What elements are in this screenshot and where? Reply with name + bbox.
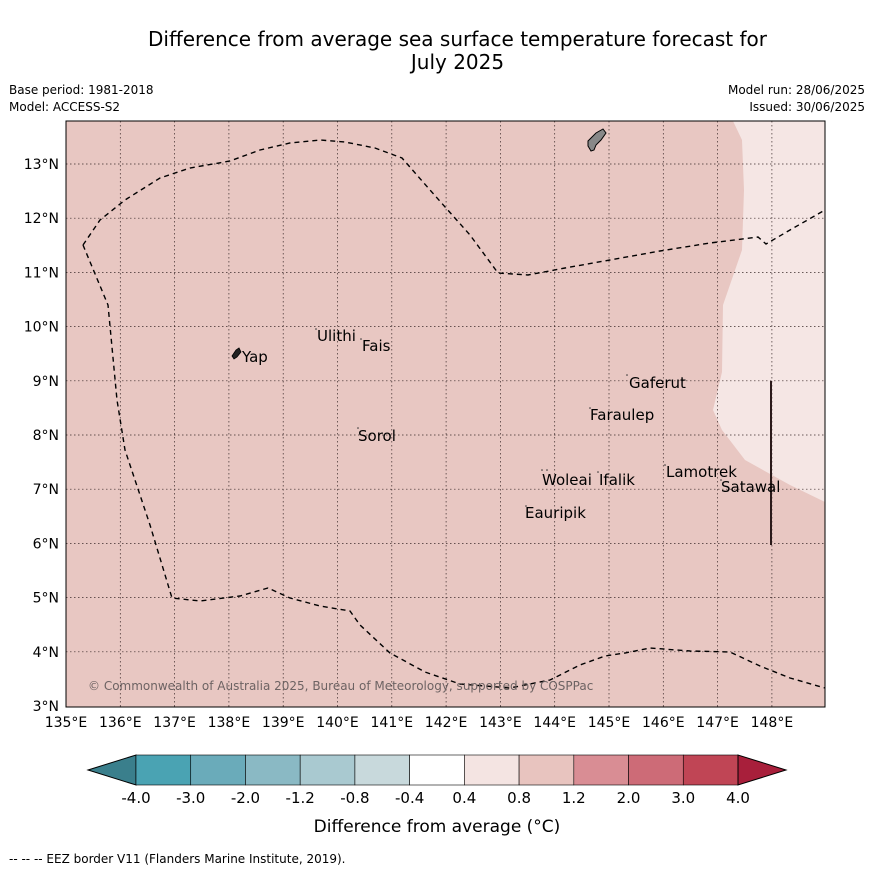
island-dot [664,464,666,466]
guam-island [587,128,607,152]
lat-tick-label: 9°N [33,374,59,390]
place-label-sorol: Sorol [358,427,396,445]
latitude-tick-labels: 3°N 4°N 5°N 6°N 7°N 8°N 9°N 10°N 11°N 12°N 13°N [24,157,59,715]
colorbar: -4.0 -3.0 -2.0 -1.2 -0.8 -0.4 0.4 0.8 1.2 2.0 3.0 4… [86,754,788,807]
eez-footnote: -- -- -- EEZ border V11 (Flanders Marine… [9,852,346,866]
yap-island [231,347,242,360]
lon-tick-label: 138°E [208,715,251,731]
lat-tick-label: 3°N [33,699,59,715]
colorbar-tick-label: -3.0 [176,789,205,807]
colorbar-segment [354,754,410,786]
lon-tick-label: 136°E [99,715,142,731]
lon-tick-label: 144°E [533,715,576,731]
island-dot [541,469,543,471]
colorbar-label: Difference from average (°C) [314,817,561,837]
colorbar-segment [409,754,465,786]
colorbar-extend-low [86,754,137,786]
island-dot [597,471,599,473]
meta-left: Base period: 1981-2018 Model: ACCESS-S2 [9,82,154,116]
island-dot [720,479,722,481]
place-label-ifalik: Ifalik [599,471,635,489]
map-panel: Yap Ulithi Fais Sorol Gaferut Faraulep W… [65,120,826,708]
colorbar-segment [299,754,356,786]
lat-tick-label: 12°N [24,211,59,227]
model-run: Model run: 28/06/2025 [727,83,865,97]
colorbar-tick-label: -4.0 [121,789,150,807]
colorbar-tick-label: 3.0 [671,789,695,807]
lat-tick-label: 7°N [33,482,59,498]
base-period: Base period: 1981-2018 [9,83,154,97]
lat-tick-label: 10°N [24,320,59,336]
issued-date: Issued: 30/06/2025 [749,100,865,114]
place-label-lamotrek: Lamotrek [666,463,737,481]
map-east-anomaly-area [713,121,825,502]
lon-tick-label: 141°E [371,715,414,731]
lon-tick-label: 135°E [45,715,88,731]
lon-tick-label: 147°E [696,715,739,731]
lon-tick-label: 145°E [588,715,631,731]
title-line-1: Difference from average sea surface temp… [147,27,767,51]
colorbar-tick-label: 4.0 [726,789,750,807]
lat-tick-label: 13°N [24,157,59,173]
colorbar-segment [573,754,629,786]
lon-tick-label: 140°E [316,715,359,731]
title-line-2: July 2025 [410,50,505,74]
island-dot [589,407,591,409]
lon-tick-label: 142°E [425,715,468,731]
colorbar-segment [190,754,246,786]
place-label-eauripik: Eauripik [525,504,586,522]
eez-border [82,139,825,689]
lon-tick-label: 137°E [153,715,196,731]
colorbar-tick-label: -1.2 [286,789,315,807]
place-label-ulithi: Ulithi [317,327,356,345]
colorbar-segment [135,754,192,786]
colorbar-segment [682,754,739,786]
colorbar-extend-high [737,754,788,786]
chart-title: Difference from average sea surface temp… [60,28,855,74]
colorbar-tick-label: 1.2 [562,789,586,807]
lon-tick-label: 146°E [642,715,685,731]
colorbar-segment [628,754,684,786]
island-dot [525,505,527,507]
place-label-yap: Yap [241,348,268,366]
colorbar-segment [518,754,575,786]
colorbar-tick-label: 2.0 [617,789,641,807]
place-label-fais: Fais [362,337,391,355]
island-dot [315,328,317,330]
colorbar-tick-label: -2.0 [231,789,260,807]
lon-tick-label: 143°E [479,715,522,731]
place-label-satawal: Satawal [721,478,780,496]
colorbar-segment [245,754,301,786]
place-label-gaferut: Gaferut [629,374,686,392]
longitude-tick-labels: 135°E 136°E 137°E 138°E 139°E 140°E 141°E 142°E… [45,715,793,731]
colorbar-tick-label: 0.8 [507,789,531,807]
lat-tick-label: 8°N [33,428,59,444]
lat-tick-label: 11°N [24,265,59,281]
copyright-notice: © Commonwealth of Australia 2025, Bureau… [88,679,593,693]
island-dot [360,338,362,340]
island-dot [357,427,359,429]
model-name: Model: ACCESS-S2 [9,100,121,114]
colorbar-tick-label: 0.4 [452,789,476,807]
lat-tick-label: 6°N [33,536,59,552]
colorbar-tick-label: -0.4 [395,789,424,807]
map-frame [65,120,826,708]
lat-tick-label: 5°N [33,591,59,607]
lat-tick-label: 4°N [33,645,59,661]
lon-tick-label: 148°E [751,715,794,731]
lon-tick-label: 139°E [262,715,305,731]
island-dot [546,469,548,471]
place-label-woleai: Woleai [542,471,592,489]
place-label-faraulep: Faraulep [590,406,654,424]
colorbar-segment [464,754,520,786]
meta-right: Model run: 28/06/2025 Issued: 30/06/2025 [728,82,865,116]
colorbar-tick-label: -0.8 [340,789,369,807]
island-dot [626,374,628,376]
map-main-anomaly-area [66,121,825,707]
